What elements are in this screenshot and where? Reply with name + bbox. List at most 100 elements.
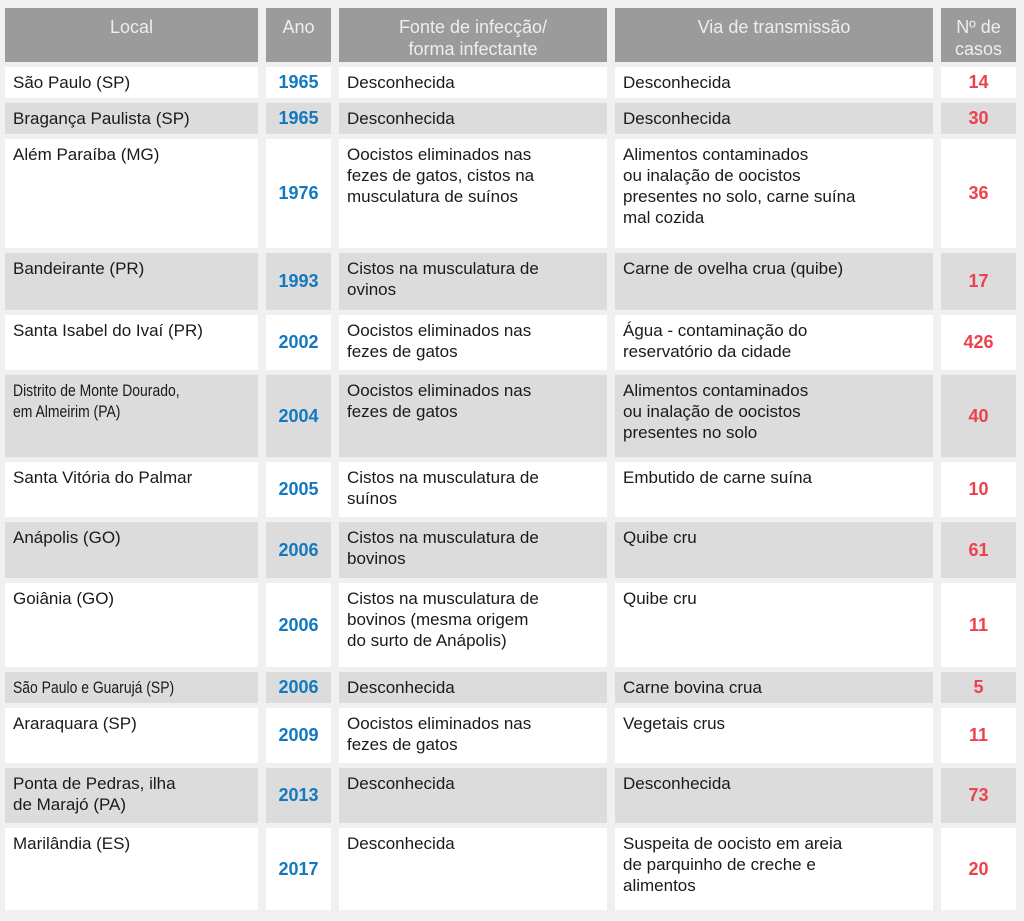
cell-local: Goiânia (GO) xyxy=(5,583,258,667)
cell-ano: 2013 xyxy=(266,768,331,823)
cell-via: Água - contaminação do reservatório da c… xyxy=(615,315,933,370)
cell-local: Santa Vitória do Palmar xyxy=(5,462,258,517)
cell-via-text: Carne bovina crua xyxy=(623,678,762,697)
cell-ano: 2006 xyxy=(266,522,331,578)
cell-local-text: Ponta de Pedras, ilha de Marajó (PA) xyxy=(13,774,176,814)
cell-casos: 5 xyxy=(941,672,1016,703)
cell-via-text: Água - contaminação do reservatório da c… xyxy=(623,321,808,361)
cell-fonte-text: Oocistos eliminados nas fezes de gatos xyxy=(347,321,532,361)
cell-local-text: Marilândia (ES) xyxy=(13,834,131,853)
cell-local: Marilândia (ES) xyxy=(5,828,258,910)
cell-ano: 1976 xyxy=(266,139,331,248)
cell-fonte: Cistos na musculatura de bovinos (mesma … xyxy=(339,583,607,667)
cell-via-text: Embutido de carne suína xyxy=(623,468,813,487)
cell-local: Ponta de Pedras, ilha de Marajó (PA) xyxy=(5,768,258,823)
cell-via-text: Desconhecida xyxy=(623,109,731,128)
cell-via: Quibe cru xyxy=(615,583,933,667)
cell-via: Suspeita de oocisto em areia de parquinh… xyxy=(615,828,933,910)
cell-via: Desconhecida xyxy=(615,768,933,823)
cell-via: Desconhecida xyxy=(615,103,933,134)
cell-via: Carne bovina crua xyxy=(615,672,933,703)
cell-casos: 10 xyxy=(941,462,1016,517)
cell-local-text: Além Paraíba (MG) xyxy=(13,145,160,164)
cell-ano: 2006 xyxy=(266,583,331,667)
cell-fonte-text: Oocistos eliminados nas fezes de gatos xyxy=(347,714,532,754)
cell-via: Alimentos contaminados ou inalação de oo… xyxy=(615,375,933,457)
cell-casos: 40 xyxy=(941,375,1016,457)
cell-fonte: Cistos na musculatura de suínos xyxy=(339,462,607,517)
cell-via: Embutido de carne suína xyxy=(615,462,933,517)
cell-casos: 14 xyxy=(941,67,1016,98)
cell-local: São Paulo e Guarujá (SP) xyxy=(5,672,258,703)
cell-local-text: Bragança Paulista (SP) xyxy=(13,109,190,128)
cell-ano: 1965 xyxy=(266,103,331,134)
cell-fonte: Desconhecida xyxy=(339,672,607,703)
header-cell-casos: Nº de casos xyxy=(941,8,1016,62)
cell-fonte-text: Desconhecida xyxy=(347,109,455,128)
cell-fonte-text: Cistos na musculatura de suínos xyxy=(347,468,539,508)
header-cell-local: Local xyxy=(5,8,258,62)
cell-via-text: Quibe cru xyxy=(623,528,697,547)
cell-fonte-text: Desconhecida xyxy=(347,678,455,697)
cell-via-text: Desconhecida xyxy=(623,774,731,793)
cell-ano: 1965 xyxy=(266,67,331,98)
cell-fonte: Oocistos eliminados nas fezes de gatos xyxy=(339,375,607,457)
cell-local-text: Santa Isabel do Ivaí (PR) xyxy=(13,321,203,340)
cell-local: Distrito de Monte Dourado, em Almeirim (… xyxy=(5,375,258,457)
cell-fonte: Desconhecida xyxy=(339,103,607,134)
cell-via-text: Desconhecida xyxy=(623,73,731,92)
cell-via-text: Alimentos contaminados ou inalação de oo… xyxy=(623,381,809,442)
header-cell-ano: Ano xyxy=(266,8,331,62)
cell-via: Alimentos contaminados ou inalação de oo… xyxy=(615,139,933,248)
outbreak-table: Local Ano Fonte de infecção/ forma infecta… xyxy=(5,8,1016,910)
cell-casos: 11 xyxy=(941,708,1016,763)
cell-fonte: Cistos na musculatura de bovinos xyxy=(339,522,607,578)
header-cell-fonte: Fonte de infecção/ forma infectante xyxy=(339,8,607,62)
cell-fonte-text: Desconhecida xyxy=(347,834,455,853)
cell-local: Bragança Paulista (SP) xyxy=(5,103,258,134)
cell-fonte: Desconhecida xyxy=(339,828,607,910)
cell-fonte: Cistos na musculatura de ovinos xyxy=(339,253,607,310)
cell-local-text: Bandeirante (PR) xyxy=(13,259,145,278)
cell-local: Santa Isabel do Ivaí (PR) xyxy=(5,315,258,370)
cell-local-text: Araraquara (SP) xyxy=(13,714,137,733)
cell-casos: 61 xyxy=(941,522,1016,578)
cell-fonte-text: Desconhecida xyxy=(347,774,455,793)
cell-casos: 36 xyxy=(941,139,1016,248)
cell-ano: 1993 xyxy=(266,253,331,310)
cell-casos: 426 xyxy=(941,315,1016,370)
cell-via-text: Vegetais crus xyxy=(623,714,726,733)
cell-via-text: Carne de ovelha crua (quibe) xyxy=(623,259,844,278)
cell-via: Carne de ovelha crua (quibe) xyxy=(615,253,933,310)
cell-local: Bandeirante (PR) xyxy=(5,253,258,310)
cell-ano: 2002 xyxy=(266,315,331,370)
cell-local-text: Santa Vitória do Palmar xyxy=(13,468,193,487)
cell-fonte: Desconhecida xyxy=(339,67,607,98)
cell-local: Anápolis (GO) xyxy=(5,522,258,578)
cell-fonte: Oocistos eliminados nas fezes de gatos xyxy=(339,315,607,370)
cell-fonte-text: Oocistos eliminados nas fezes de gatos xyxy=(347,381,532,421)
cell-ano: 2009 xyxy=(266,708,331,763)
cell-casos: 30 xyxy=(941,103,1016,134)
cell-ano: 2006 xyxy=(266,672,331,703)
cell-fonte-text: Oocistos eliminados nas fezes de gatos, … xyxy=(347,145,535,206)
cell-local-text: Distrito de Monte Dourado, em Almeirim (… xyxy=(13,381,180,421)
cell-fonte: Oocistos eliminados nas fezes de gatos, … xyxy=(339,139,607,248)
cell-local-text: São Paulo e Guarujá (SP) xyxy=(13,678,175,697)
header-cell-via: Via de transmissão xyxy=(615,8,933,62)
cell-casos: 73 xyxy=(941,768,1016,823)
cell-via-text: Alimentos contaminados ou inalação de oo… xyxy=(623,145,856,227)
cell-ano: 2004 xyxy=(266,375,331,457)
cell-fonte-text: Cistos na musculatura de bovinos (mesma … xyxy=(347,589,539,650)
cell-ano: 2017 xyxy=(266,828,331,910)
cell-via: Vegetais crus xyxy=(615,708,933,763)
cell-via-text: Quibe cru xyxy=(623,589,697,608)
cell-via: Desconhecida xyxy=(615,67,933,98)
cell-local-text: Anápolis (GO) xyxy=(13,528,121,547)
cell-via-text: Suspeita de oocisto em areia de parquinh… xyxy=(623,834,843,895)
cell-ano: 2005 xyxy=(266,462,331,517)
cell-casos: 17 xyxy=(941,253,1016,310)
cell-local: São Paulo (SP) xyxy=(5,67,258,98)
cell-fonte: Desconhecida xyxy=(339,768,607,823)
cell-casos: 20 xyxy=(941,828,1016,910)
